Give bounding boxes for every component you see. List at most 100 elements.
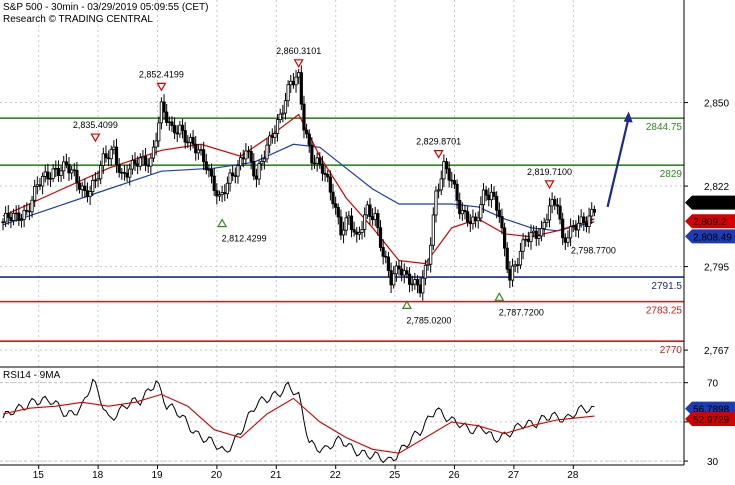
candle-body: [54, 167, 58, 170]
candle-body: [231, 172, 235, 177]
candle-body: [175, 132, 179, 135]
candle-body: [188, 136, 193, 143]
candle-body: [122, 172, 127, 174]
candle-body: [452, 180, 457, 185]
candle-body: [9, 216, 13, 221]
candle-body: [141, 155, 145, 159]
candle-body: [547, 205, 552, 221]
candle-body: [458, 199, 462, 215]
candle-body: [574, 225, 578, 231]
last-price-badge-background: [685, 195, 735, 210]
candle-body: [349, 215, 354, 231]
candle-body: [402, 270, 406, 276]
forecast-arrow-icon: [606, 117, 630, 208]
trough-value-label: 2,812.4299: [222, 234, 267, 244]
candle-body: [532, 230, 536, 234]
candle-body: [62, 161, 66, 172]
candle-body: [444, 161, 449, 170]
candle-body: [431, 214, 435, 246]
y-tick-label: 2,795: [704, 263, 729, 274]
peak-marker-icon: [293, 59, 304, 69]
x-tick-label: 18: [92, 470, 104, 480]
candle-body: [25, 210, 29, 212]
candle-body: [212, 175, 216, 192]
candle-body: [149, 157, 153, 167]
trough-marker-icon: [401, 300, 412, 309]
rsi-value-badge: 56.7898: [693, 405, 730, 416]
level-value-label: 2,798.7700: [571, 245, 616, 255]
candle-body: [75, 169, 79, 184]
candle-body: [508, 268, 512, 281]
candle-body: [492, 191, 496, 197]
x-tick-label: 22: [330, 470, 342, 480]
candle-body: [336, 206, 340, 218]
candle-body: [418, 284, 422, 294]
candle-body: [91, 180, 95, 192]
candle-body: [569, 226, 573, 239]
candle-body: [481, 189, 486, 206]
candle-body: [323, 172, 327, 175]
candle-body: [14, 212, 18, 215]
candle-body: [107, 157, 111, 160]
ma-slow-badge-background: [685, 229, 735, 244]
x-tick-label: 21: [270, 470, 282, 480]
candle-body: [291, 80, 296, 86]
candle-body: [450, 179, 454, 182]
rsi-line: [2, 378, 595, 464]
x-tick-label: 20: [211, 470, 223, 480]
candle-body: [143, 155, 148, 166]
candle-body: [429, 244, 433, 265]
candle-body: [376, 213, 380, 229]
candle-body: [542, 222, 546, 229]
candle-body: [357, 232, 362, 235]
chart-title: S&P 500 - 30min - 03/29/2019 05:09:55 (C…: [3, 2, 209, 13]
candle-body: [513, 264, 517, 267]
candle-body: [561, 218, 565, 239]
candle-body: [355, 231, 359, 235]
peak-marker-icon: [156, 82, 167, 92]
candle-body: [495, 195, 499, 211]
candle-body: [83, 185, 87, 192]
candle-body: [17, 212, 21, 221]
candle-body: [579, 216, 583, 224]
candle-body: [315, 157, 319, 164]
rsi-tick-label: 30: [707, 457, 719, 468]
candle-body: [592, 208, 596, 213]
candle-body: [204, 161, 208, 171]
candle-body: [423, 264, 428, 279]
candle-body: [104, 153, 108, 159]
candle-body: [56, 167, 61, 176]
candle-body: [133, 159, 137, 165]
x-tick-label: 19: [152, 470, 164, 480]
candle-body: [225, 182, 229, 195]
candle-body: [67, 164, 71, 174]
candle-body: [186, 141, 190, 144]
candle-body: [117, 164, 121, 173]
candle-body: [373, 213, 377, 221]
candle-body: [426, 263, 430, 266]
candle-body: [360, 228, 364, 233]
candle-body: [283, 100, 288, 114]
last-price-badge: 2,815.44: [693, 199, 732, 210]
candle-body: [275, 119, 280, 134]
candle-body: [1, 221, 5, 224]
candle-body: [183, 130, 187, 143]
candle-body: [112, 146, 116, 150]
candle-body: [489, 191, 494, 201]
level-label: 2791.5: [651, 281, 682, 292]
candle-body: [455, 183, 459, 201]
x-tick-label: 15: [33, 470, 45, 480]
candle-body: [289, 80, 293, 86]
annotations: 2,835.4099 2,852.4199 2,860.3101 2,812.4299…: [73, 46, 633, 325]
candle-body: [510, 265, 515, 281]
candle-body: [434, 190, 438, 216]
candle-body: [587, 215, 591, 227]
x-tick-label: 27: [508, 470, 520, 480]
trough-marker-icon: [217, 218, 228, 228]
candle-body: [299, 72, 303, 105]
candle-body: [265, 144, 269, 160]
candle-body: [6, 212, 10, 218]
candle-body: [128, 168, 132, 178]
candle-body: [64, 161, 68, 165]
